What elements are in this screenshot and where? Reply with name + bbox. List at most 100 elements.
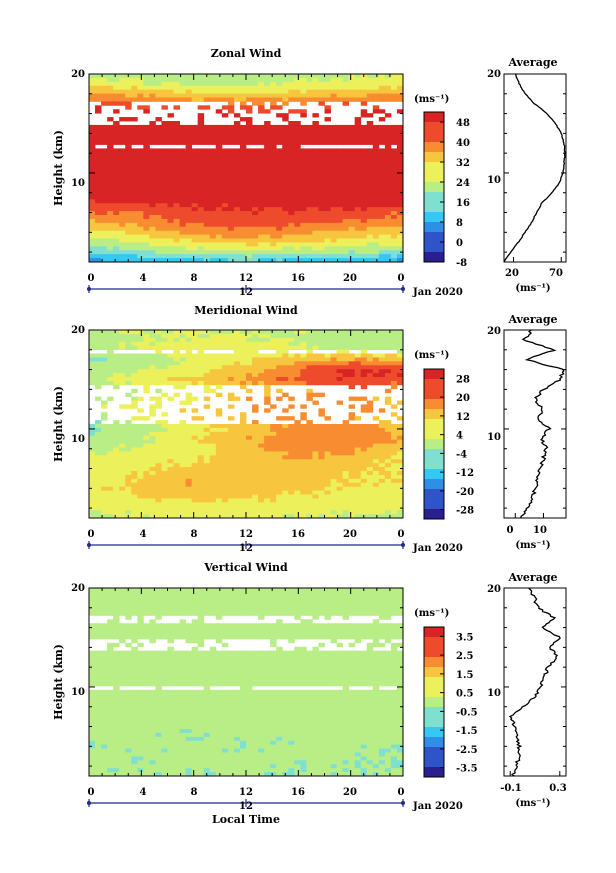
- heatmap-cell: [390, 330, 398, 335]
- heatmap-cell: [246, 510, 253, 515]
- heatmap-cell: [161, 514, 168, 519]
- heatmap-cell: [215, 168, 223, 173]
- heatmap-cell: [119, 377, 126, 382]
- heatmap-cell: [191, 337, 199, 343]
- heatmap-cell: [318, 591, 325, 597]
- heatmap-cell: [348, 81, 356, 87]
- heatmap-cell: [233, 234, 241, 239]
- heatmap-cell: [197, 121, 205, 126]
- heatmap-cell: [372, 109, 380, 114]
- heatmap-cell: [161, 234, 168, 239]
- heatmap-cell: [348, 369, 356, 374]
- heatmap-cell: [378, 171, 386, 177]
- heatmap-cell: [173, 333, 180, 339]
- heatmap-cell: [149, 404, 156, 409]
- heatmap-cell: [300, 85, 307, 91]
- heatmap-cell: [276, 89, 283, 94]
- heatmap-cell: [282, 482, 289, 488]
- heatmap-cell: [107, 424, 114, 429]
- heatmap-cell: [173, 215, 180, 220]
- zonal-avg-xtick-b: 70: [549, 268, 563, 279]
- heatmap-cell: [137, 416, 144, 421]
- heatmap-cell: [354, 337, 362, 343]
- heatmap-cell: [306, 254, 313, 259]
- heatmap-cell: [143, 144, 150, 149]
- heatmap-cell: [125, 77, 132, 83]
- heatmap-cell: [197, 494, 205, 499]
- heatmap-cell: [318, 365, 325, 370]
- heatmap-cell: [191, 222, 199, 228]
- heatmap-cell: [125, 136, 132, 141]
- heatmap-cell: [384, 226, 392, 232]
- heatmap-cell: [324, 455, 331, 460]
- heatmap-cell: [167, 246, 174, 251]
- heatmap-cell: [378, 230, 386, 235]
- heatmap-cell: [143, 443, 150, 448]
- heatmap-cell: [149, 467, 156, 472]
- heatmap-cell: [366, 599, 374, 605]
- heatmap-cell: [233, 427, 241, 433]
- heatmap-cell: [282, 416, 289, 421]
- heatmap-cell: [149, 408, 156, 413]
- heatmap-cell: [270, 591, 277, 597]
- heatmap-cell: [197, 377, 205, 382]
- heatmap-cell: [378, 81, 386, 87]
- heatmap-cell: [384, 74, 392, 79]
- heatmap-cell: [288, 222, 295, 228]
- heatmap-cell: [282, 191, 289, 196]
- heatmap-cell: [246, 258, 253, 263]
- heatmap-cell: [101, 195, 108, 200]
- heatmap-cell: [312, 353, 319, 358]
- heatmap-cell: [384, 207, 392, 212]
- heatmap-cell: [282, 361, 289, 366]
- heatmap-cell: [342, 101, 350, 106]
- heatmap-cell: [342, 89, 350, 94]
- heatmap-cell: [173, 77, 180, 83]
- heatmap-cell: [396, 183, 404, 188]
- heatmap-cell: [185, 611, 193, 616]
- heatmap-cell: [384, 595, 392, 601]
- heatmap-cell: [185, 607, 193, 612]
- heatmap-cell: [270, 506, 277, 511]
- heatmap-cell: [288, 199, 295, 204]
- heatmap-cell: [107, 218, 114, 224]
- heatmap-cell: [137, 478, 144, 484]
- heatmap-cell: [306, 183, 313, 188]
- heatmap-cell: [396, 467, 404, 472]
- heatmap-cell: [107, 238, 114, 243]
- heatmap-cell: [318, 215, 325, 220]
- heatmap-cell: [372, 353, 380, 358]
- heatmap-cell: [252, 349, 259, 354]
- heatmap-cell: [227, 431, 235, 437]
- heatmap-cell: [336, 599, 344, 605]
- heatmap-cell: [173, 607, 180, 612]
- heatmap-cell: [101, 345, 108, 350]
- heatmap-cell: [149, 191, 156, 196]
- heatmap-cell: [294, 595, 301, 601]
- heatmap-cell: [179, 74, 187, 79]
- heatmap-cell: [221, 203, 229, 208]
- heatmap-cell: [372, 514, 380, 519]
- heatmap-cell: [215, 611, 223, 616]
- heatmap-cell: [372, 160, 380, 165]
- heatmap-cell: [191, 81, 199, 87]
- heatmap-cell: [258, 514, 265, 519]
- heatmap-cell: [378, 455, 386, 460]
- heatmap-cell: [95, 156, 102, 161]
- heatmap-cell: [179, 187, 187, 192]
- heatmap-cell: [300, 191, 307, 196]
- heatmap-cell: [288, 93, 295, 98]
- heatmap-cell: [294, 333, 301, 339]
- heatmap-cell: [203, 148, 211, 153]
- heatmap-cell: [221, 357, 229, 362]
- heatmap-cell: [89, 258, 96, 263]
- heatmap-cell: [264, 482, 271, 488]
- heatmap-cell: [107, 117, 114, 122]
- heatmap-cell: [89, 451, 96, 456]
- heatmap-cell: [209, 595, 217, 601]
- heatmap-cell: [252, 148, 259, 153]
- heatmap-cell: [360, 132, 368, 138]
- heatmap-cell: [143, 490, 150, 495]
- heatmap-cell: [155, 337, 162, 343]
- heatmap-cell: [95, 455, 102, 460]
